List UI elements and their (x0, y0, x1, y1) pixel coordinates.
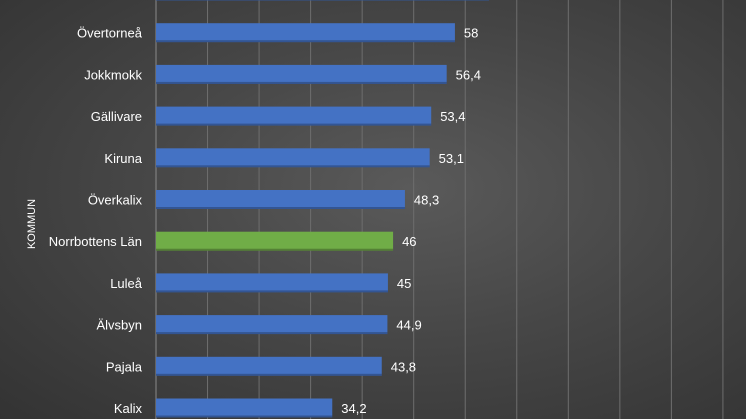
labels: Övertorneå 58 Jokkmokk 56,4 Gällivare 53,4 Kir… (49, 26, 481, 416)
value-label: 34,2 (341, 401, 366, 416)
bar-shadow (156, 81, 447, 84)
bar (156, 23, 455, 43)
category-label: Gällivare (91, 109, 142, 124)
value-label: 48,3 (414, 193, 439, 208)
bar (156, 273, 388, 293)
value-label: 53,1 (439, 151, 464, 166)
bar (156, 148, 430, 168)
bars (156, 0, 489, 418)
bar-shadow (156, 40, 455, 43)
gridlines (155, 0, 724, 419)
value-label: 45 (397, 276, 411, 291)
value-label: 58 (464, 26, 478, 41)
bar (156, 190, 405, 209)
category-label: Övertorneå (77, 26, 143, 41)
category-label: Överkalix (88, 193, 143, 208)
y-axis-title: KOMMUN (26, 199, 38, 249)
category-label: Jokkmokk (84, 67, 142, 82)
bar (156, 231, 394, 251)
bar-shadow (156, 207, 405, 209)
category-label: Luleå (110, 276, 143, 291)
bar (156, 64, 447, 84)
value-label: 44,9 (396, 318, 421, 333)
bar (156, 0, 489, 1)
value-label: 53,4 (440, 109, 465, 124)
bar-shadow (156, 248, 394, 251)
value-label: 56,4 (456, 67, 481, 82)
bar-shadow (156, 290, 388, 293)
value-label: 46 (402, 234, 416, 249)
bar-shadow (156, 0, 489, 1)
bar (156, 315, 388, 335)
bar-shadow (156, 415, 333, 418)
bar-shadow (156, 165, 430, 168)
category-label: Norrbottens Län (49, 234, 142, 249)
bar-shadow (156, 123, 432, 126)
bar (156, 356, 382, 376)
bar-shadow (156, 332, 388, 335)
category-label: Kiruna (104, 151, 142, 166)
category-label: Älvsbyn (96, 318, 142, 333)
category-label: Pajala (106, 359, 143, 374)
value-label: 43,8 (391, 359, 416, 374)
bar-shadow (156, 373, 382, 376)
bar (156, 106, 432, 126)
category-label: Kalix (114, 401, 143, 416)
bar (156, 398, 333, 418)
